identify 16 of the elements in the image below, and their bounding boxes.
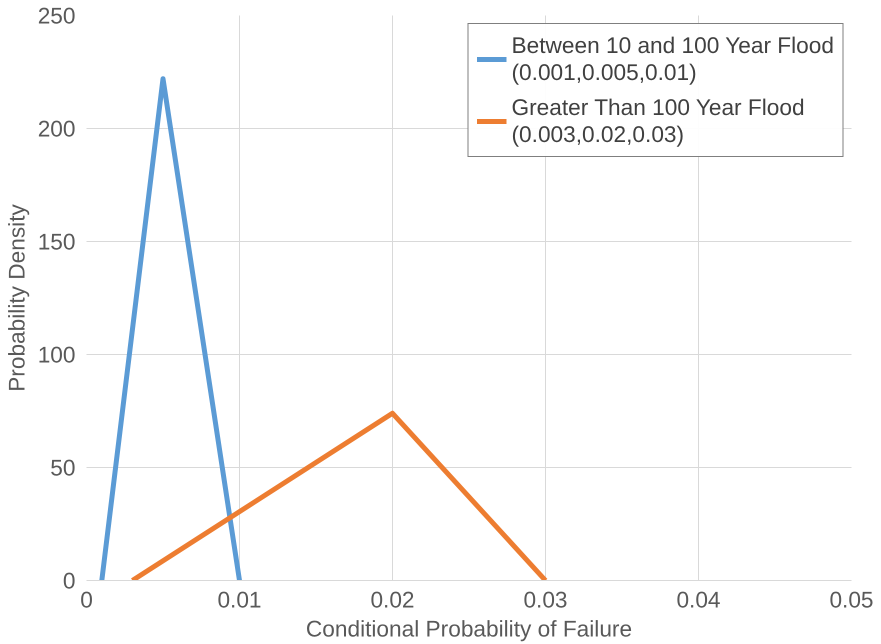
x-tick-label: 0.04 [676,586,721,612]
x-tick-label: 0.01 [217,586,262,612]
y-tick-label: 250 [38,2,76,28]
y-tick-label: 200 [38,116,76,142]
y-tick-label: 150 [38,228,76,254]
x-tick-label: 0.05 [829,586,874,612]
y-axis-title: Probability Density [4,204,30,392]
y-tick-label: 100 [38,342,76,368]
x-tick-label: 0 [80,586,93,612]
y-tick-label: 0 [62,568,76,594]
y-tick-label: 50 [50,454,76,480]
x-axis-title: Conditional Probability of Failure [306,616,632,642]
x-tick-label: 0.03 [523,586,568,612]
x-tick-label: 0.02 [370,586,415,612]
legend-label: Greater Than 100 Year Flood (0.003,0.02,0.03) [512,94,805,148]
legend-label: Between 10 and 100 Year Flood (0.001,0.005,0.01) [512,32,834,86]
